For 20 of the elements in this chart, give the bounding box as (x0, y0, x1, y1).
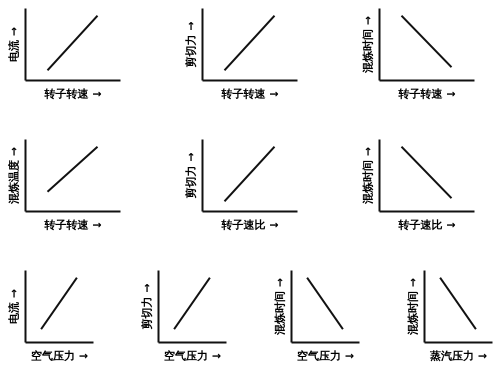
y-axis-title: 剪切力 → (140, 283, 154, 330)
x-axis-title: 转子速比 → (220, 218, 279, 232)
x-axis-title: 转子转速 → (43, 88, 102, 100)
x-axis-title: 转子速比 → (397, 218, 456, 232)
x-axis-title: 空气压力 → (30, 350, 88, 362)
y-axis-title: 混炼温度 → (8, 146, 20, 206)
x-axis-title: 空气压力 → (296, 350, 354, 362)
x-axis-title: 蒸汽压力 → (428, 350, 488, 362)
x-axis-title: 转子转速 → (397, 88, 456, 100)
y-axis-title: 混炼时间 → (362, 16, 374, 74)
x-axis-title: 转子转速 → (43, 218, 102, 232)
y-axis-title: 剪切力 → (184, 152, 198, 199)
x-axis-title: 空气压力 → (164, 350, 222, 362)
y-axis-title: 混炼时间 → (274, 278, 286, 336)
y-axis-title: 混炼时间 → (406, 278, 420, 336)
y-axis-title: 剪切力 → (184, 21, 198, 68)
y-axis-title: 电流 → (8, 26, 20, 62)
y-axis-title: 混炼时间 → (362, 146, 374, 206)
x-axis-title: 转子转速 → (220, 88, 279, 100)
y-axis-title: 电流 → (8, 288, 20, 324)
